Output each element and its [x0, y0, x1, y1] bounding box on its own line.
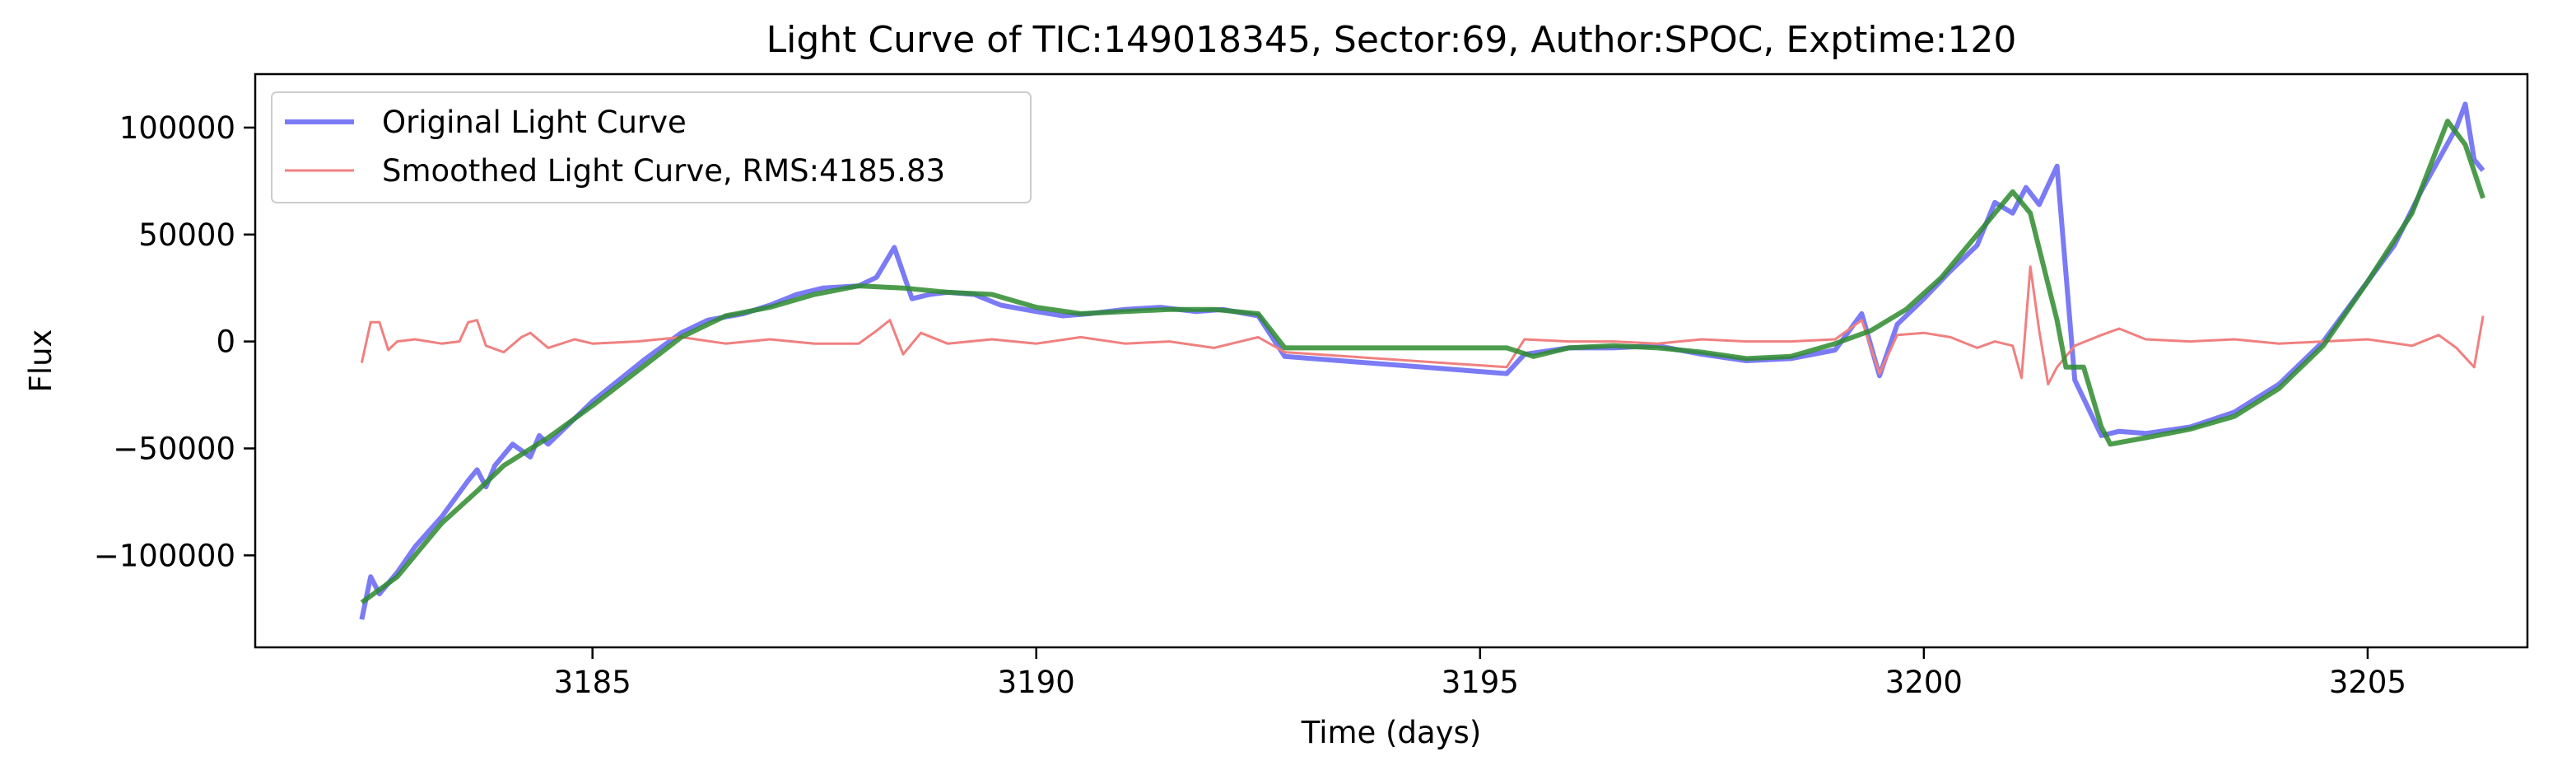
x-tick-label: 3190 — [998, 665, 1075, 700]
y-tick-label: −50000 — [113, 431, 235, 466]
y-tick-label: 50000 — [138, 217, 235, 253]
x-axis-label: Time (days) — [1301, 715, 1482, 750]
x-axis: 3185 3190 3195 3200 3205 — [554, 647, 2406, 700]
y-axis-label: Flux — [23, 329, 58, 393]
y-tick-label: −100000 — [94, 538, 235, 573]
x-tick-label: 3200 — [1885, 665, 1963, 700]
legend-entry-smoothed: Smoothed Light Curve, RMS:4185.83 — [382, 153, 945, 189]
legend: Original Light Curve Smoothed Light Curv… — [271, 91, 1032, 203]
y-tick-label: 100000 — [119, 110, 235, 146]
plot-frame — [254, 72, 2529, 649]
legend-entry-original: Original Light Curve — [382, 105, 687, 140]
x-tick-label: 3185 — [554, 665, 631, 700]
y-axis: −100000 −50000 0 50000 100000 — [94, 110, 255, 573]
y-tick-label: 0 — [216, 324, 235, 360]
series-smoothed-line — [360, 265, 2485, 386]
x-tick-label: 3195 — [1442, 665, 1519, 700]
x-tick-label: 3205 — [2329, 665, 2406, 700]
chart-title: Light Curve of TIC:149018345, Sector:69,… — [766, 19, 2017, 61]
legend-box — [271, 91, 1032, 203]
series-trend-line — [360, 119, 2485, 605]
plot-lines — [359, 101, 2485, 620]
